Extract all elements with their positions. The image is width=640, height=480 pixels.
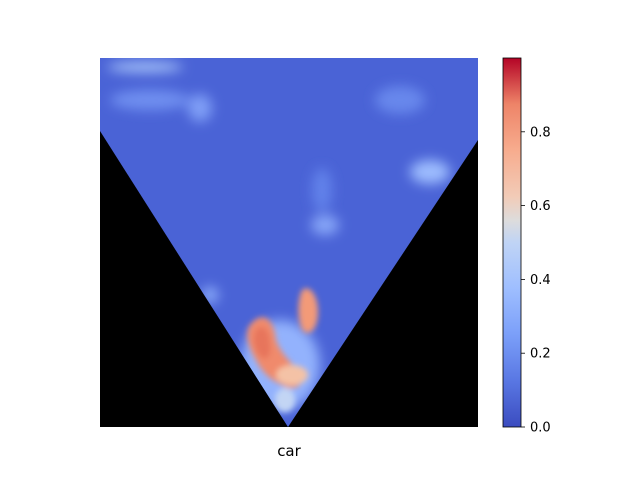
hotspot-lower-tail bbox=[275, 388, 295, 412]
hotspot-lower-left-core bbox=[253, 327, 271, 359]
colorbar: 0.0 0.2 0.4 0.6 0.8 bbox=[502, 57, 551, 436]
hotspot-top-left-area bbox=[110, 90, 190, 110]
hotspot-center-column bbox=[312, 168, 332, 212]
colorbar-tick-label: 0.8 bbox=[530, 125, 551, 140]
colorbar-tick-label: 0.0 bbox=[530, 421, 551, 436]
colorbar-gradient bbox=[502, 57, 522, 428]
hotspot-lower-right-peak bbox=[298, 288, 318, 333]
hotspot-right-edge-blob bbox=[410, 160, 450, 184]
hotspot-center-blob bbox=[311, 215, 339, 235]
hotspot-top-left-streak bbox=[107, 62, 183, 72]
x-axis-label: car bbox=[277, 442, 301, 460]
colorbar-ticks: 0.0 0.2 0.4 0.6 0.8 bbox=[521, 125, 551, 436]
colorbar-tick-label: 0.4 bbox=[530, 273, 551, 288]
heatmap-plot-area bbox=[100, 58, 478, 427]
hotspot-lower-stripe bbox=[276, 365, 308, 385]
hotspot-right-upper bbox=[375, 86, 425, 114]
colorbar-tick-label: 0.2 bbox=[530, 347, 551, 362]
colorbar-tick-label: 0.6 bbox=[530, 199, 551, 214]
hotspot-left-patch bbox=[188, 94, 212, 122]
